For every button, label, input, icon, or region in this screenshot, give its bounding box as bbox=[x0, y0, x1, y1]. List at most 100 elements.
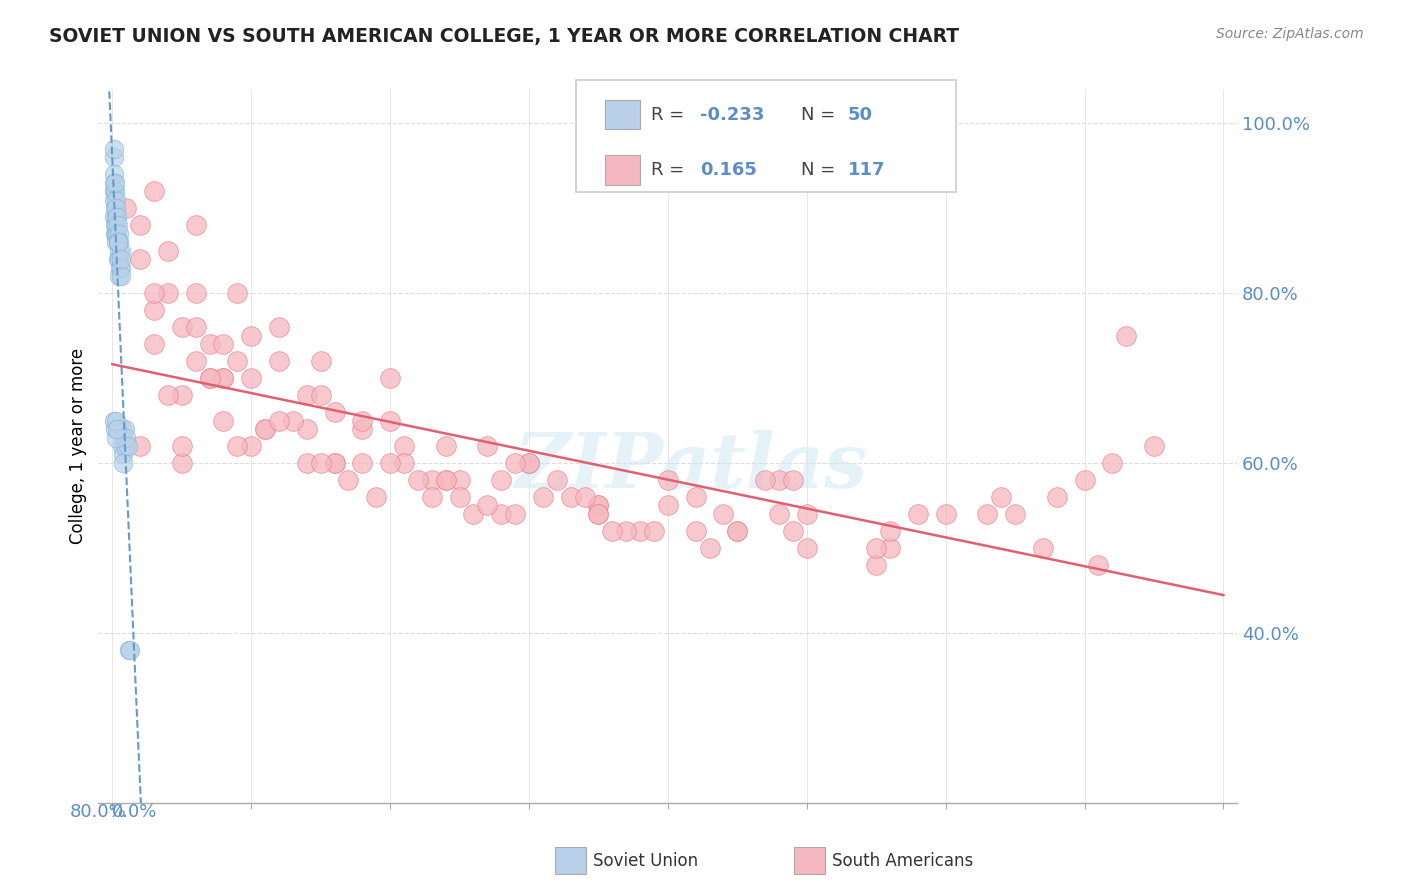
Text: South Americans: South Americans bbox=[832, 852, 973, 870]
Point bbox=[434, 473, 457, 487]
Point bbox=[768, 473, 790, 487]
Point bbox=[108, 260, 131, 275]
Text: N =: N = bbox=[801, 161, 835, 179]
Point bbox=[107, 235, 129, 249]
Point bbox=[1004, 507, 1026, 521]
Point bbox=[120, 643, 142, 657]
Point bbox=[156, 244, 179, 258]
Point bbox=[323, 405, 346, 419]
Point bbox=[309, 456, 332, 470]
Point bbox=[111, 439, 134, 453]
Point bbox=[378, 456, 401, 470]
Point bbox=[184, 218, 207, 232]
Point bbox=[323, 456, 346, 470]
Text: 0.165: 0.165 bbox=[700, 161, 756, 179]
Point bbox=[156, 388, 179, 402]
Point bbox=[129, 218, 152, 232]
Point bbox=[226, 439, 249, 453]
Point bbox=[588, 499, 610, 513]
Point bbox=[212, 371, 235, 385]
Point bbox=[352, 456, 374, 470]
Point bbox=[378, 371, 401, 385]
Point bbox=[713, 507, 735, 521]
Point bbox=[1143, 439, 1166, 453]
Point bbox=[105, 210, 128, 224]
Point bbox=[105, 235, 128, 249]
Point bbox=[782, 473, 804, 487]
Point bbox=[110, 252, 132, 266]
Point bbox=[392, 439, 415, 453]
Point bbox=[309, 354, 332, 368]
Point bbox=[118, 643, 141, 657]
Point bbox=[104, 201, 127, 215]
Point bbox=[103, 167, 125, 181]
Point bbox=[796, 507, 818, 521]
Point bbox=[184, 354, 207, 368]
Point bbox=[104, 430, 127, 444]
Point bbox=[112, 430, 135, 444]
Point bbox=[295, 422, 318, 436]
Point bbox=[105, 218, 128, 232]
Point bbox=[156, 286, 179, 301]
Point bbox=[198, 371, 221, 385]
Point bbox=[574, 490, 596, 504]
Point bbox=[103, 142, 125, 156]
Point bbox=[907, 507, 929, 521]
Y-axis label: College, 1 year or more: College, 1 year or more bbox=[69, 348, 87, 544]
Point bbox=[240, 328, 263, 343]
Point bbox=[105, 422, 128, 436]
Point bbox=[643, 524, 665, 538]
Point bbox=[392, 456, 415, 470]
Point bbox=[699, 541, 721, 555]
Point bbox=[114, 422, 136, 436]
Point bbox=[1046, 490, 1069, 504]
Point bbox=[434, 473, 457, 487]
Point bbox=[143, 303, 166, 318]
Point bbox=[517, 456, 540, 470]
Point bbox=[420, 473, 443, 487]
Point bbox=[685, 490, 707, 504]
Point bbox=[449, 473, 471, 487]
Point bbox=[104, 193, 127, 207]
Point bbox=[976, 507, 998, 521]
Point bbox=[107, 227, 129, 241]
Point bbox=[143, 337, 166, 351]
Text: Source: ZipAtlas.com: Source: ZipAtlas.com bbox=[1216, 27, 1364, 41]
Point bbox=[110, 260, 132, 275]
Text: R =: R = bbox=[651, 161, 685, 179]
Point bbox=[754, 473, 776, 487]
Point bbox=[323, 456, 346, 470]
Point bbox=[117, 439, 139, 453]
Point bbox=[104, 184, 127, 198]
Point bbox=[628, 524, 651, 538]
Point bbox=[990, 490, 1012, 504]
Point bbox=[107, 252, 129, 266]
Point bbox=[129, 439, 152, 453]
Point bbox=[309, 388, 332, 402]
Point bbox=[107, 218, 129, 232]
Point bbox=[115, 430, 138, 444]
Point bbox=[267, 320, 290, 334]
Point bbox=[129, 252, 152, 266]
Point bbox=[546, 473, 568, 487]
Point bbox=[657, 499, 679, 513]
Point bbox=[477, 439, 499, 453]
Point bbox=[184, 320, 207, 334]
Point bbox=[103, 413, 125, 427]
Point bbox=[226, 354, 249, 368]
Point bbox=[212, 337, 235, 351]
Point bbox=[103, 210, 125, 224]
Point bbox=[560, 490, 582, 504]
Point bbox=[112, 456, 135, 470]
Point bbox=[240, 371, 263, 385]
Point bbox=[170, 439, 193, 453]
Point bbox=[614, 524, 637, 538]
Point bbox=[105, 413, 128, 427]
Point bbox=[104, 422, 127, 436]
Point bbox=[112, 448, 135, 462]
Point bbox=[449, 490, 471, 504]
Point bbox=[879, 541, 901, 555]
Point bbox=[865, 558, 887, 572]
Point bbox=[170, 388, 193, 402]
Point bbox=[143, 286, 166, 301]
